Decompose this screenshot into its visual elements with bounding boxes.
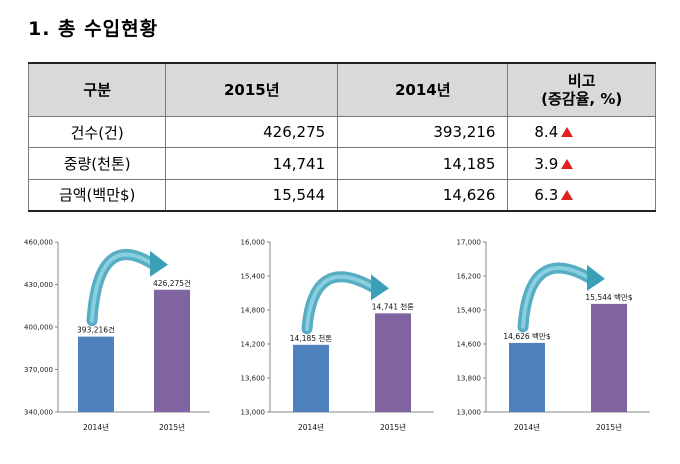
growth-arrow-icon <box>86 249 168 327</box>
bar <box>591 303 627 412</box>
value-2014: 393,216 <box>337 116 509 149</box>
y-tick-label: 460,000 <box>24 239 53 247</box>
growth-arrow-highlight <box>521 266 591 329</box>
y-tick-label: 16,200 <box>457 273 482 281</box>
value-2014: 14,185 <box>337 147 509 180</box>
y-tick-label: 17,000 <box>457 239 482 247</box>
table-header-row: 구분 2015년 2014년 비고 (증감율, %) <box>27 62 656 118</box>
bar <box>154 289 190 412</box>
value-2014: 14,626 <box>337 178 509 212</box>
header-category: 구분 <box>27 62 167 118</box>
y-tick-label: 370,000 <box>24 366 53 374</box>
y-tick-label: 16,000 <box>241 239 266 247</box>
import-summary-table: 구분 2015년 2014년 비고 (증감율, %) 건수(건) 426,275… <box>27 62 656 212</box>
x-tick-label: 2015년 <box>159 422 185 432</box>
bar-data-label: 15,544 백만$ <box>585 292 632 302</box>
increase-triangle-icon <box>561 158 574 169</box>
increase-triangle-icon <box>561 189 574 200</box>
growth-arrow-head <box>150 250 168 277</box>
x-tick-label: 2015년 <box>596 422 622 432</box>
bar <box>78 336 114 412</box>
change-value: 3.9 <box>534 154 559 173</box>
header-2015: 2015년 <box>165 62 339 118</box>
chart-count: 340,000 370,000 400,000 430,000 460,000 393,2… <box>24 239 210 432</box>
change-value: 6.3 <box>534 185 559 204</box>
growth-arrow-highlight <box>90 252 154 323</box>
y-tick-label: 13,800 <box>457 375 482 383</box>
row-label: 금액(백만$) <box>27 178 167 212</box>
bar <box>293 344 329 412</box>
header-remarks: 비고 (증감율, %) <box>507 62 656 118</box>
bar-data-label: 393,216건 <box>77 325 115 335</box>
row-label: 중량(천톤) <box>27 147 167 180</box>
x-tick-label: 2015년 <box>380 422 406 432</box>
row-label: 건수(건) <box>27 116 167 149</box>
y-tick-label: 13,600 <box>241 375 266 383</box>
table-row: 금액(백만$) 15,544 14,626 6.3 <box>27 178 656 212</box>
y-tick-label: 13,000 <box>241 409 266 417</box>
y-tick-label: 400,000 <box>24 324 53 332</box>
y-tick-label: 15,400 <box>457 307 482 315</box>
growth-arrow-highlight <box>305 274 375 331</box>
growth-arrow-icon <box>301 271 389 335</box>
x-tick-label: 2014년 <box>298 422 324 432</box>
growth-arrow-shaft <box>301 271 379 335</box>
chart-amount: 13,000 13,800 14,600 15,400 16,200 17,000 14,6… <box>457 239 650 432</box>
change-cell: 8.4 <box>507 116 656 149</box>
growth-arrow-shaft <box>86 249 158 327</box>
bar-data-label: 426,275건 <box>153 278 191 288</box>
y-tick-label: 13,000 <box>457 409 482 417</box>
value-2015: 14,741 <box>165 147 339 180</box>
bar-data-label: 14,626 백만$ <box>503 331 550 341</box>
growth-arrow-shaft <box>517 262 595 333</box>
chart-weight: 13,000 13,600 14,200 14,800 15,400 16,000 14,1… <box>241 239 434 432</box>
header-remarks-sub: (증감율, %) <box>541 90 623 109</box>
growth-arrow-icon <box>517 262 605 333</box>
growth-arrow-head <box>371 274 389 301</box>
x-tick-label: 2014년 <box>83 422 109 432</box>
x-tick-label: 2014년 <box>514 422 540 432</box>
change-value: 8.4 <box>534 123 559 142</box>
change-cell: 6.3 <box>507 178 656 212</box>
y-tick-label: 430,000 <box>24 281 53 289</box>
y-tick-label: 14,200 <box>241 341 266 349</box>
value-2015: 426,275 <box>165 116 339 149</box>
bar <box>375 313 411 412</box>
bar-data-label: 14,741 천톤 <box>372 301 415 311</box>
table-row: 중량(천톤) 14,741 14,185 3.9 <box>27 147 656 180</box>
y-tick-label: 340,000 <box>24 409 53 417</box>
change-cell: 3.9 <box>507 147 656 180</box>
header-2014: 2014년 <box>337 62 509 118</box>
y-tick-label: 14,600 <box>457 341 482 349</box>
y-tick-label: 14,800 <box>241 307 266 315</box>
bar-data-label: 14,185 천톤 <box>290 333 333 343</box>
table-row: 건수(건) 426,275 393,216 8.4 <box>27 116 656 149</box>
header-remarks-title: 비고 <box>567 72 596 91</box>
increase-triangle-icon <box>561 127 574 138</box>
page-title: 1. 총 수입현황 <box>28 18 159 40</box>
y-tick-label: 15,400 <box>241 273 266 281</box>
bar <box>509 342 545 412</box>
value-2015: 15,544 <box>165 178 339 212</box>
growth-arrow-head <box>587 264 605 291</box>
